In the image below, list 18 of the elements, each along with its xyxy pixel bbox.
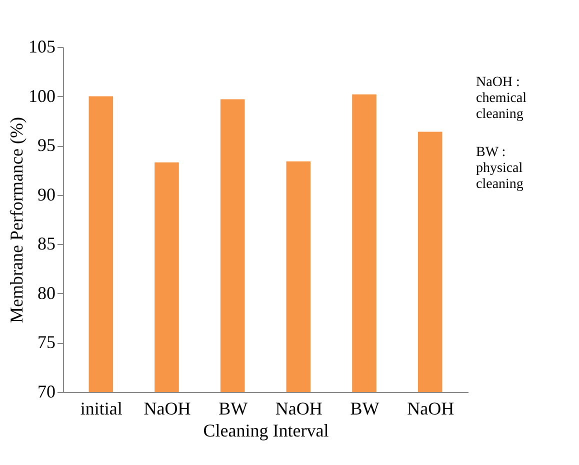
text: NaOH : chemical cleaning — [476, 75, 527, 122]
x-tick-label: NaOH — [407, 398, 454, 418]
x-tick-label: BW — [350, 398, 380, 418]
y-tick-label: 105 — [28, 36, 56, 56]
y-tick-label: 85 — [38, 234, 56, 254]
x-tick-label: BW — [218, 398, 248, 418]
x-tick-label: NaOH — [144, 398, 191, 418]
y-tick-label: 95 — [38, 135, 56, 156]
y-tick-label: 80 — [38, 282, 56, 303]
x-tick-label: initial — [80, 398, 122, 418]
x-axis-title: Cleaning Interval — [203, 420, 329, 440]
text: BW : physical cleaning — [476, 145, 524, 192]
y-tick-label: 100 — [28, 86, 56, 106]
x-tick-label: NaOH — [275, 398, 322, 418]
y-tick-label: 90 — [38, 184, 56, 204]
y-tick-label: 75 — [38, 332, 56, 352]
y-tick-label: 70 — [38, 382, 56, 402]
y-axis-title: Membrane Performance (%) — [6, 117, 26, 323]
